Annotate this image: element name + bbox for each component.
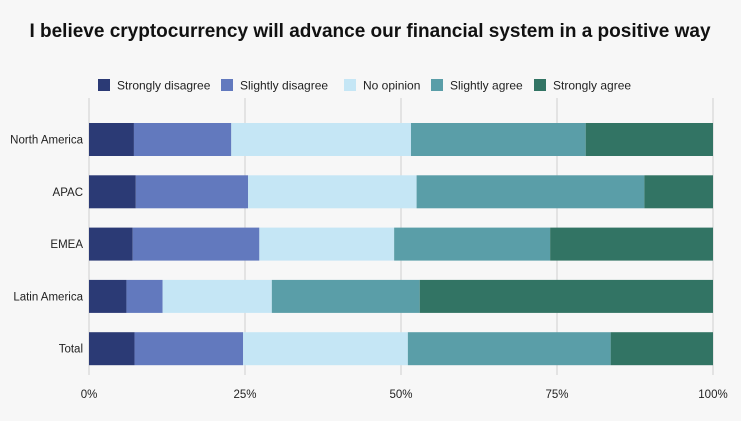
legend-label: Slightly agree <box>450 79 523 93</box>
bar-segment <box>231 123 411 156</box>
bar-segment <box>126 279 163 313</box>
x-axis-labels: 0% 25% 50% 75% 100% <box>81 389 728 401</box>
x-tick-label: 25% <box>233 389 256 401</box>
y-category-label: Total <box>59 344 83 356</box>
x-tick-label: 50% <box>389 389 412 401</box>
bar-segment <box>416 175 645 209</box>
y-category-label: APAC <box>53 187 83 199</box>
bar-segment <box>644 175 713 209</box>
x-tick-label: 0% <box>81 389 98 401</box>
legend-label: Slightly disagree <box>240 79 328 93</box>
legend-label: Strongly agree <box>553 79 631 93</box>
bar-segment <box>550 227 713 261</box>
legend-swatch <box>98 79 110 91</box>
bar-segment <box>610 332 713 366</box>
y-category-label: EMEA <box>50 239 83 251</box>
bar-segment <box>89 332 135 366</box>
bar-segment <box>410 123 586 156</box>
bar-segment <box>419 279 713 313</box>
x-tick-label: 75% <box>545 389 568 401</box>
y-category-label: North America <box>10 135 83 147</box>
legend-swatch <box>534 79 546 91</box>
bar-segment <box>133 123 232 156</box>
bar-segment <box>585 123 713 156</box>
bar-segment <box>271 279 420 313</box>
legend-swatch <box>344 79 356 91</box>
legend: Strongly disagree Slightly disagree No opi… <box>98 79 631 93</box>
bars <box>89 123 713 366</box>
bar-segment <box>135 175 249 209</box>
bar-segment <box>132 227 260 261</box>
bar-segment <box>89 227 133 261</box>
legend-label: No opinion <box>363 79 420 93</box>
bar-segment <box>407 332 611 366</box>
bar-segment <box>243 332 408 366</box>
bar-segment <box>89 175 136 209</box>
y-category-label: Latin America <box>13 291 83 303</box>
bar-segment <box>134 332 244 366</box>
chart-title: I believe cryptocurrency will advance ou… <box>29 21 711 42</box>
legend-label: Strongly disagree <box>117 79 211 93</box>
bar-segment <box>259 227 395 261</box>
x-tick-label: 100% <box>698 389 727 401</box>
bar-segment <box>394 227 551 261</box>
legend-swatch <box>431 79 443 91</box>
bar-segment <box>89 123 134 156</box>
bar-segment <box>89 279 127 313</box>
y-axis-labels: North America APAC EMEA Latin America Total <box>10 135 83 356</box>
bar-segment <box>248 175 417 209</box>
legend-swatch <box>221 79 233 91</box>
bar-segment <box>162 279 272 313</box>
